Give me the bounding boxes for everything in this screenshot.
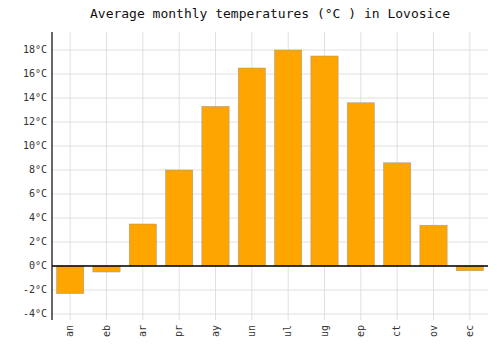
x-tick-label: ar (137, 325, 148, 337)
y-grid-line (52, 170, 488, 171)
bar (166, 170, 193, 266)
x-grid-line (433, 32, 434, 320)
x-tick-label: ep (355, 325, 366, 337)
bar (202, 106, 229, 266)
y-grid-line (52, 194, 488, 195)
y-tick-label: 4°C (29, 212, 47, 223)
y-tick-label: 6°C (29, 188, 47, 199)
x-tick-label: ul (282, 325, 293, 337)
bar (311, 56, 338, 266)
x-tick-label: ct (391, 325, 402, 337)
y-grid-line (52, 146, 488, 147)
bar (57, 266, 84, 294)
bar (384, 163, 411, 266)
x-tick-label: eb (101, 325, 112, 337)
bar (238, 68, 265, 266)
x-tick-label: ec (464, 325, 475, 337)
chart-container: -4°C -2°C 0°C 2°C 4°C 6°C 8°C 10°C 12°C 14°C 16°C 1… (0, 0, 500, 350)
x-tick-label: ug (319, 325, 330, 337)
y-grid-line (52, 50, 488, 51)
y-grid-line (52, 122, 488, 123)
y-axis: -4°C -2°C 0°C 2°C 4°C 6°C 8°C 10°C 12°C 14°C 16°C 1… (23, 44, 47, 319)
y-tick-label: 14°C (23, 92, 47, 103)
y-tick-label: 0°C (29, 260, 47, 271)
y-grid-line (52, 266, 488, 267)
y-grid-line (52, 290, 488, 291)
x-tick-label: ay (210, 325, 221, 337)
bar (93, 266, 120, 272)
y-tick-label: 18°C (23, 44, 47, 55)
y-tick-label: 2°C (29, 236, 47, 247)
chart-svg: -4°C -2°C 0°C 2°C 4°C 6°C 8°C 10°C 12°C 14°C 16°C 1… (0, 0, 500, 350)
x-grid-line (142, 32, 143, 320)
y-tick-label: 10°C (23, 140, 47, 151)
x-tick-label: un (246, 325, 257, 337)
bar (347, 103, 374, 266)
grid (52, 32, 488, 320)
bar (420, 225, 447, 266)
x-grid-line (469, 32, 470, 320)
bar (129, 224, 156, 266)
bars (57, 50, 484, 294)
y-axis-line (51, 32, 52, 320)
y-tick-label: 12°C (23, 116, 47, 127)
y-grid-line (52, 218, 488, 219)
x-tick-label: ov (428, 325, 439, 337)
x-tick-label: pr (173, 325, 184, 337)
y-tick-label: -2°C (23, 284, 47, 295)
y-tick-label: -4°C (23, 308, 47, 319)
y-grid-line (52, 314, 488, 315)
y-grid-line (52, 98, 488, 99)
zero-line (52, 265, 488, 267)
chart-title: Average monthly temperatures (°C ) in Lo… (90, 6, 450, 21)
y-tick-label: 8°C (29, 164, 47, 175)
y-grid-line (52, 74, 488, 75)
x-grid-line (106, 32, 107, 320)
x-tick-label: an (64, 325, 75, 337)
y-tick-label: 16°C (23, 68, 47, 79)
x-axis: an eb ar pr ay un ul ug ep ct ov ec (64, 325, 475, 337)
bar (275, 50, 302, 266)
